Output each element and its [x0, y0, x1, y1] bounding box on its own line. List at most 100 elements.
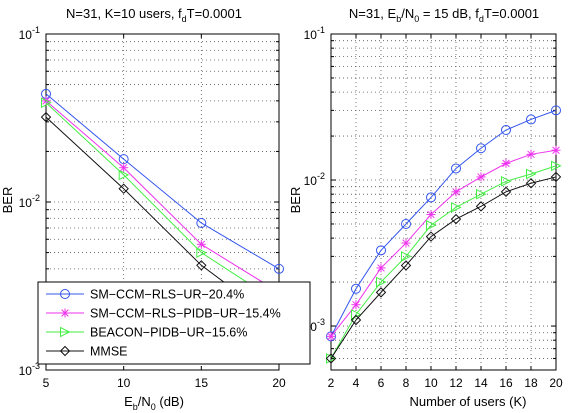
right-data-point [551, 145, 561, 155]
left-data-point [196, 260, 207, 271]
right-xtick-label: 10 [424, 376, 438, 390]
left-data-point [119, 163, 129, 173]
left-ytick-base: 10 [19, 364, 33, 378]
right-ylabel: BER [288, 187, 303, 214]
left-data-point [41, 97, 52, 109]
right-data-point [401, 218, 411, 229]
right-series-line [330, 109, 557, 337]
right-panel: N=31, Eb/N0 = 15 dB, fdT=0.0001 2 4 6 8 10 12… [288, 6, 563, 409]
legend-label: SM−CCM−RLS−PIDB−UR−15.4% [90, 307, 281, 321]
right-series-line [330, 176, 557, 359]
right-data-point [351, 309, 362, 320]
legend-item: SM−CCM−RLS−PIDB−UR−15.4% [46, 307, 281, 321]
right-series-3 [325, 171, 562, 364]
right-xtick-label: 14 [474, 376, 488, 390]
right-ytick-label: 10-1 [304, 25, 325, 42]
right-data-point [376, 245, 386, 256]
left-ytick-label: 10-2 [19, 193, 40, 210]
left-data-point [40, 111, 52, 123]
right-data-point [376, 263, 386, 273]
right-data-point [376, 276, 387, 288]
right-data-point [350, 314, 362, 326]
left-data-point [196, 247, 207, 258]
right-grid [331, 34, 556, 370]
legend: SM−CCM−RLS−UR−20.4% SM−CCM−RLS−PIDB−UR−15… [37, 281, 311, 365]
right-ytick-label: 10-2 [304, 171, 325, 188]
right-data-point [400, 260, 412, 271]
left-xtick-label: 5 [43, 376, 50, 390]
legend-label: MMSE [90, 345, 128, 359]
left-ytick-label: 10-1 [19, 25, 40, 42]
left-xtick-label: 10 [117, 376, 131, 390]
right-data-point [526, 114, 536, 125]
right-data-point [500, 186, 512, 198]
right-ytick-exp: -2 [317, 171, 325, 181]
right-data-point [501, 125, 511, 136]
right-xtick-label: 16 [499, 376, 513, 390]
right-series-0 [326, 105, 561, 342]
legend-item: MMSE [46, 345, 128, 359]
right-xtick-label: 18 [524, 376, 538, 390]
right-data-point [375, 287, 387, 298]
right-xtick-label: 12 [449, 376, 463, 390]
right-xtick-label: 8 [403, 376, 410, 390]
left-data-point [196, 239, 206, 249]
right-data-point [426, 210, 436, 220]
left-title: N=31, K=10 users, fdT=0.0001 [66, 6, 242, 24]
right-data-point [551, 160, 562, 172]
legend-marker [60, 289, 70, 299]
left-data-point [196, 217, 207, 228]
legend-label: SM−CCM−RLS−UR−20.4% [90, 288, 244, 302]
right-data-point [501, 158, 511, 168]
right-data-point [501, 175, 512, 187]
left-ytick-label: 10-3 [19, 361, 40, 378]
left-xlabel: Eb/N0 (dB) [124, 394, 184, 412]
right-data-point [476, 188, 487, 200]
legend-item: BEACON−PIDB−UR−15.6% [46, 326, 247, 340]
right-data-point [351, 300, 361, 310]
right-data-point [525, 178, 537, 189]
right-xlabel: Number of users (K) [409, 394, 526, 409]
legend-item: SM−CCM−RLS−UR−20.4% [46, 288, 244, 302]
right-data-point [476, 172, 486, 182]
right-data-point [351, 283, 361, 294]
right-data-point [325, 353, 337, 364]
right-data-point [476, 143, 486, 154]
left-ytick-base: 10 [19, 196, 33, 210]
right-series-line [330, 165, 557, 359]
left-ytick-exp: -2 [32, 193, 40, 203]
left-series-line [45, 100, 280, 293]
right-data-point [326, 331, 336, 341]
right-ytick-base: 10 [304, 28, 318, 42]
left-xtick-label: 20 [272, 376, 286, 390]
right-data-point [451, 163, 461, 174]
left-ytick-exp: -3 [32, 361, 40, 371]
right-background [331, 34, 556, 370]
right-data-point [526, 149, 536, 159]
right-title: N=31, Eb/N0 = 15 dB, fdT=0.0001 [349, 6, 539, 24]
right-data-point [475, 201, 487, 212]
left-xtick-label: 15 [195, 376, 209, 390]
right-data-point [401, 238, 411, 248]
right-data-point [451, 202, 462, 213]
left-data-point [118, 183, 129, 194]
right-data-point [450, 213, 462, 225]
right-data-point [551, 105, 561, 116]
right-data-point [425, 231, 437, 242]
legend-box [37, 281, 311, 365]
left-data-point [118, 169, 130, 181]
right-xtick-label: 4 [353, 376, 360, 390]
right-ytick-base: 10 [304, 174, 318, 188]
right-data-point [426, 219, 437, 231]
right-series-1 [326, 145, 561, 341]
right-axes-frame [330, 33, 557, 371]
left-ytick-exp: -1 [32, 25, 40, 35]
right-data-point [426, 192, 436, 203]
right-ytick-exp: -3 [317, 317, 325, 327]
legend-marker [60, 326, 71, 338]
right-xtick-label: 20 [549, 376, 563, 390]
legend-label: BEACON−PIDB−UR−15.6% [90, 326, 247, 340]
left-series-line [45, 93, 280, 270]
